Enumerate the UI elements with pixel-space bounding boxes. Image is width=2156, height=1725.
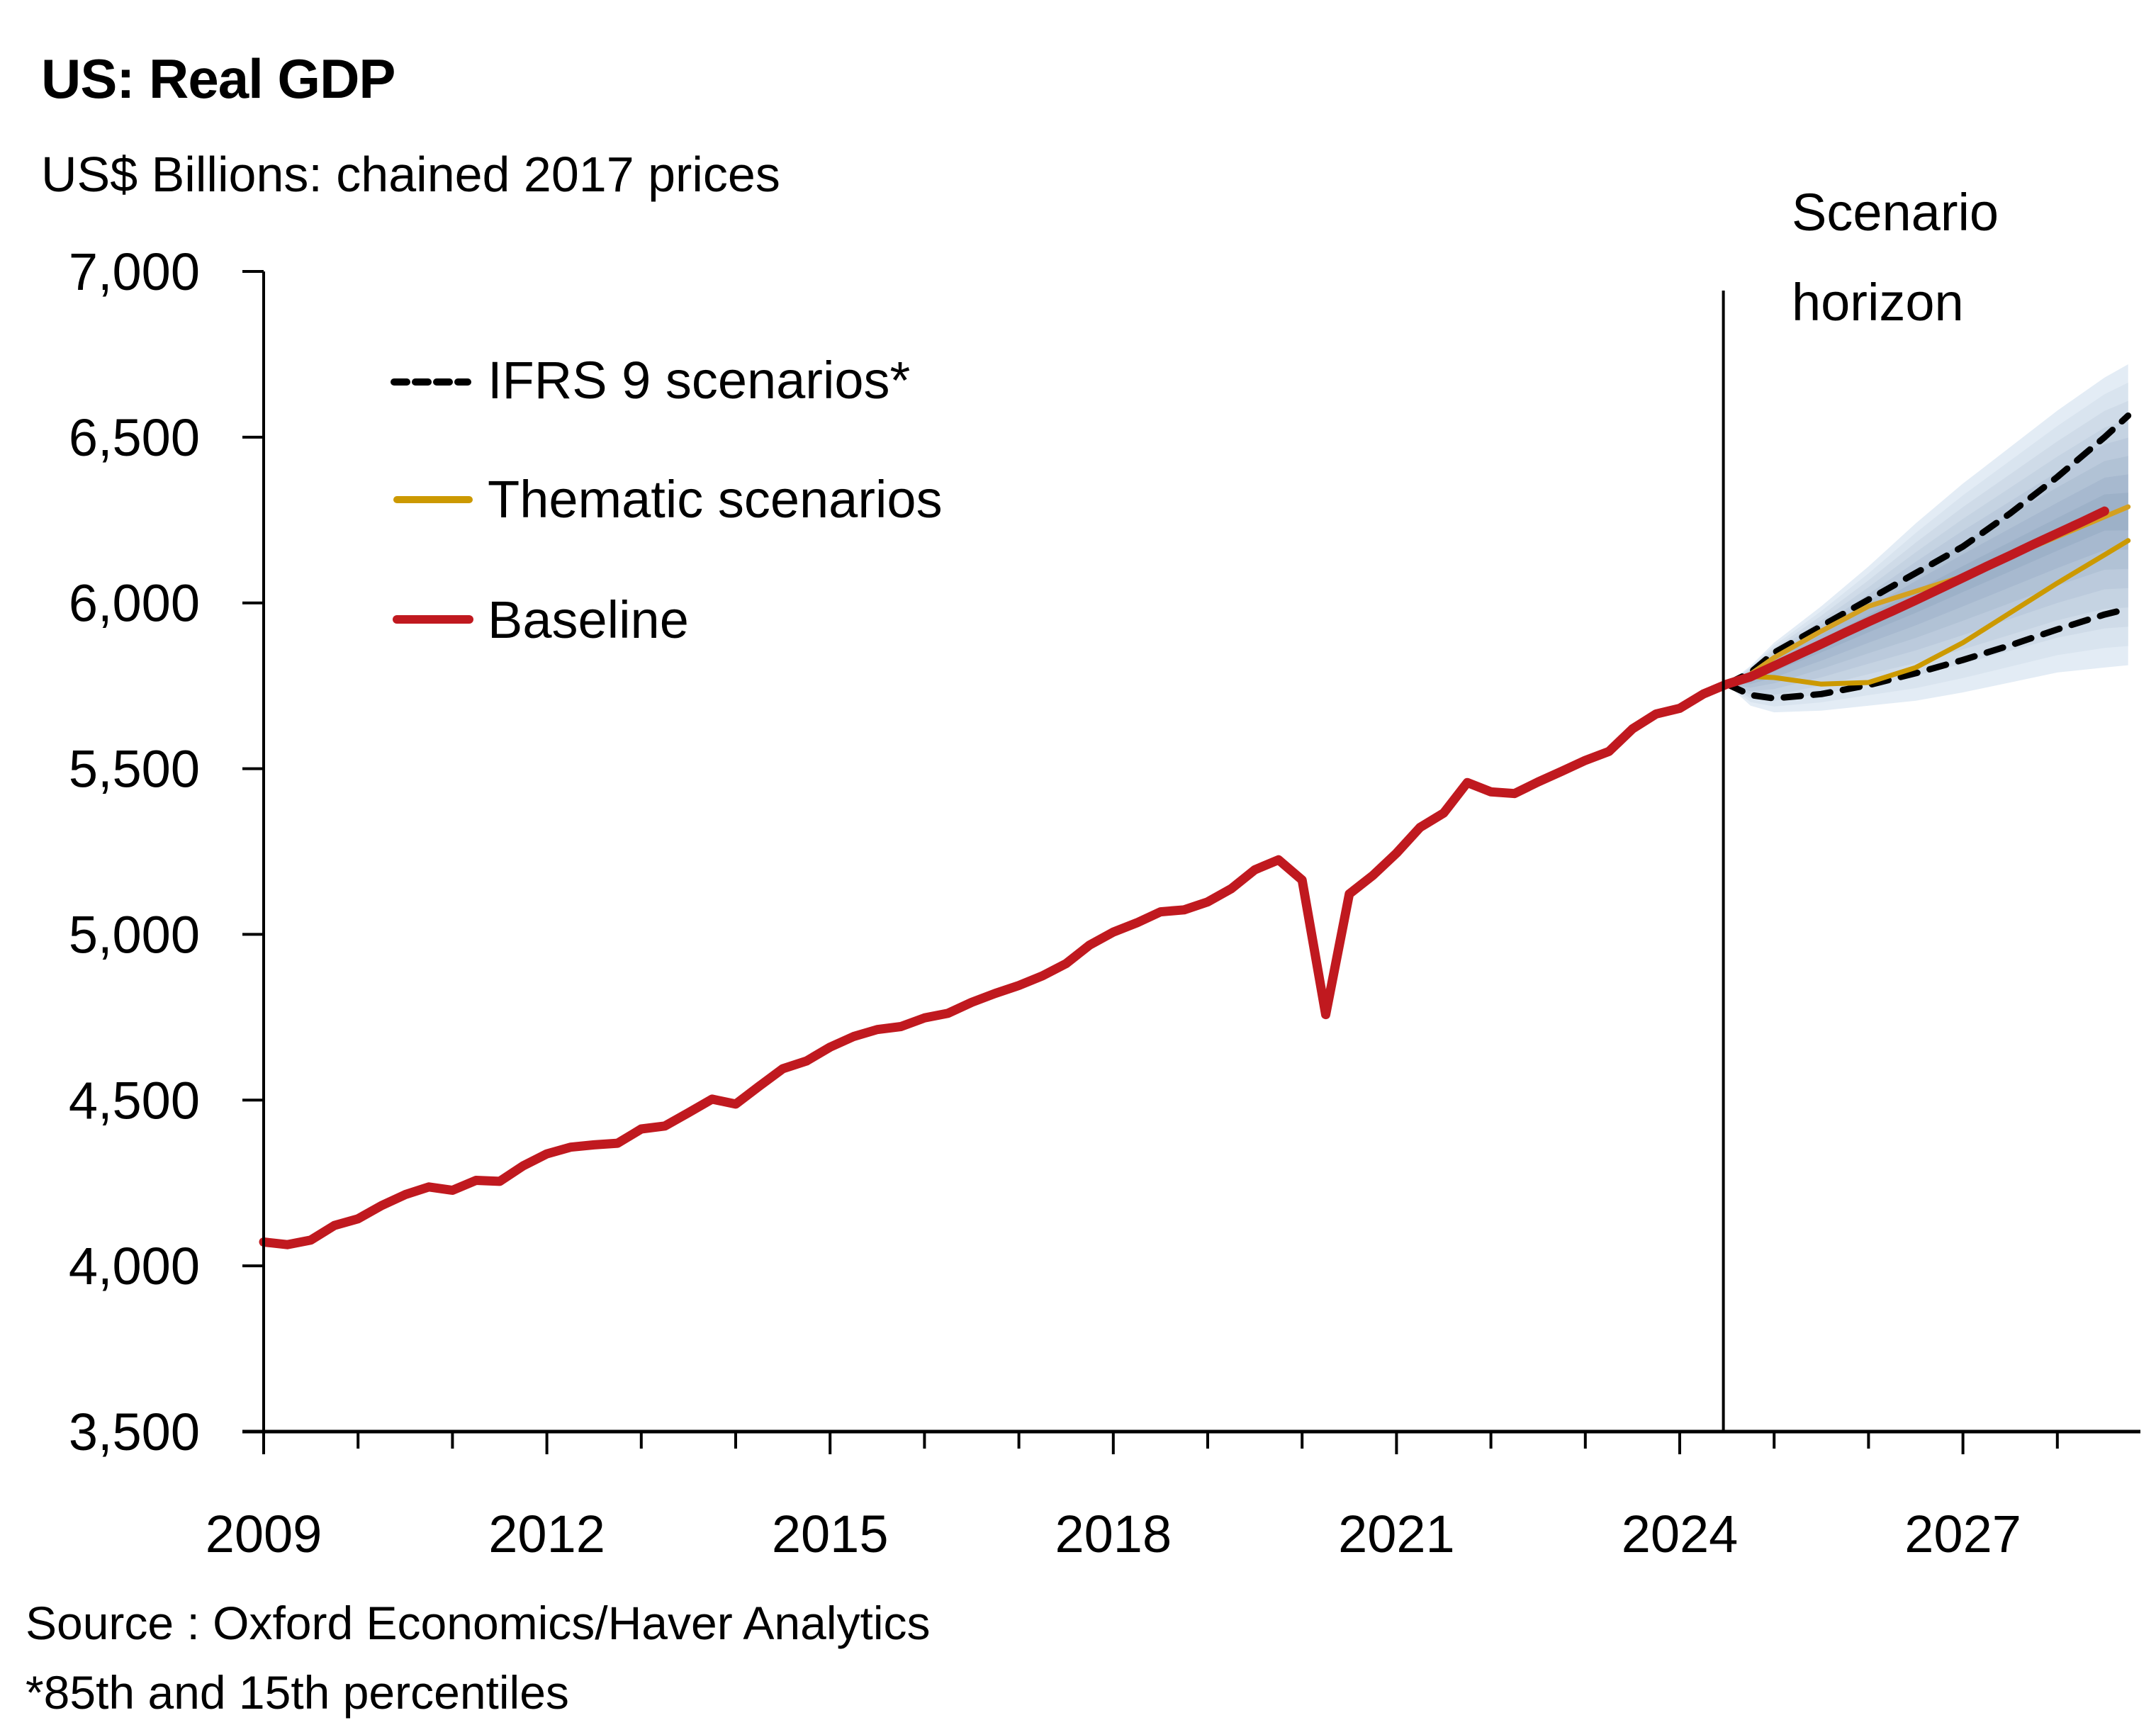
chart-subtitle: US$ Billions: chained 2017 prices — [41, 147, 780, 202]
legend-label-thematic: Thematic scenarios — [488, 470, 943, 529]
axes — [242, 270, 2140, 1454]
x-tick-label: 2015 — [772, 1505, 889, 1563]
y-tick-label: 4,500 — [69, 1071, 200, 1130]
y-tick-label: 5,500 — [69, 740, 200, 799]
chart-title: US: Real GDP — [41, 47, 395, 110]
baseline-line — [259, 506, 2109, 1249]
legend-label-ifrs9: IFRS 9 scenarios* — [488, 351, 910, 410]
scenario-horizon-label-line2: horizon — [1792, 273, 1964, 332]
x-tick-label: 2027 — [1904, 1505, 2021, 1563]
thematic-downside-line — [1724, 538, 2131, 687]
fan-band-7 — [1727, 474, 2128, 685]
source-note: Source : Oxford Economics/Haver Analytic… — [26, 1597, 931, 1649]
footnote: *85th and 15th percentiles — [26, 1666, 569, 1719]
y-tick-label: 3,500 — [69, 1403, 200, 1461]
legend-label-baseline: Baseline — [488, 590, 689, 649]
fan-chart-bands — [1727, 364, 2128, 713]
y-tick-label: 6,500 — [69, 408, 200, 467]
x-tick-label: 2021 — [1338, 1505, 1455, 1563]
x-tick-label: 2009 — [206, 1505, 322, 1563]
tick-labels: 3,500 4,000 4,500 5,000 5,500 6,000 6,500 7,000… — [69, 242, 2021, 1563]
legend: IFRS 9 scenarios* Thematic scenarios Bas… — [391, 351, 943, 649]
series-lines — [259, 412, 2132, 1249]
scenario-horizon-label-line1: Scenario — [1792, 183, 1999, 242]
y-tick-label: 6,000 — [69, 574, 200, 633]
legend-item-thematic: Thematic scenarios — [393, 470, 943, 529]
x-tick-label: 2012 — [488, 1505, 605, 1563]
x-tick-label: 2024 — [1622, 1505, 1739, 1563]
ifrs9-upper-line — [1724, 412, 2132, 687]
legend-item-baseline: Baseline — [393, 590, 689, 649]
ifrs9-lower-line — [1724, 605, 2132, 702]
legend-item-ifrs9: IFRS 9 scenarios* — [391, 351, 910, 410]
x-tick-label: 2018 — [1055, 1505, 1172, 1563]
y-tick-label: 5,000 — [69, 905, 200, 964]
y-tick-label: 4,000 — [69, 1237, 200, 1296]
y-tick-label: 7,000 — [69, 242, 200, 301]
